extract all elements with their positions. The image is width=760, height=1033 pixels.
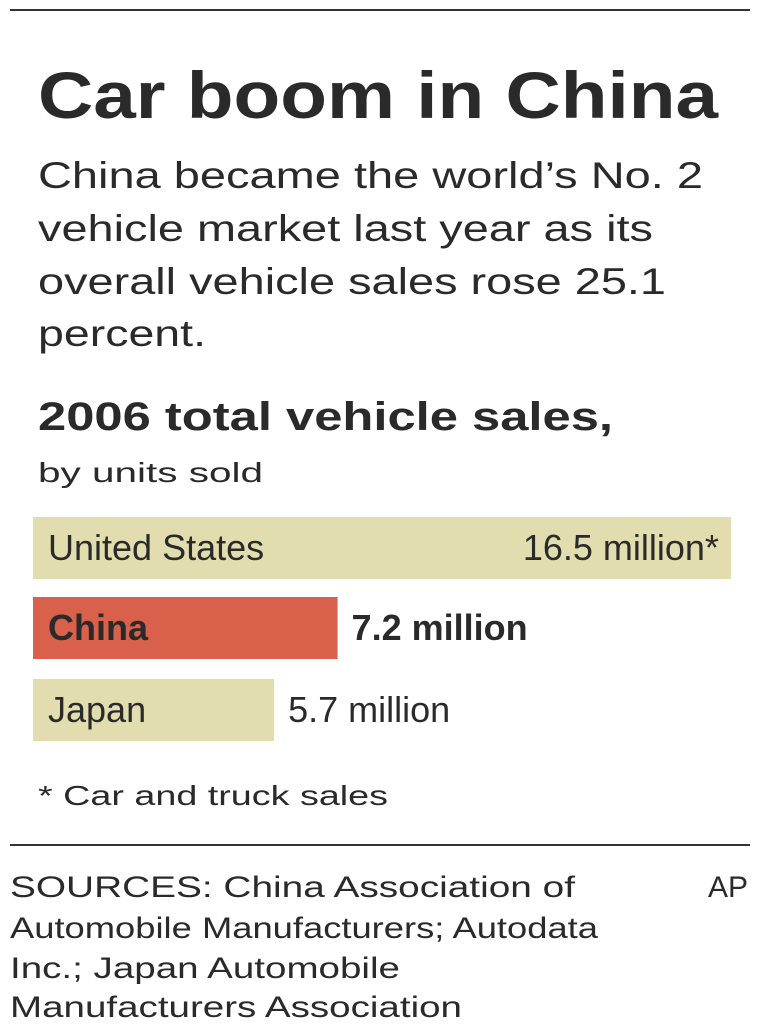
intro-line: overall vehicle sales rose 25.1 (38, 261, 666, 302)
source-line: SOURCES: China Association of (10, 871, 576, 904)
bar-label: Japan (48, 689, 146, 730)
intro-line: China became the world’s No. 2 (38, 155, 703, 196)
credit: AP (708, 871, 748, 904)
source-line: Automobile Manufacturers; Autodata (10, 912, 598, 945)
value-label: 7.2 million (352, 607, 528, 648)
headline: Car boom in China (38, 58, 719, 132)
chart-subtitle: by units sold (38, 457, 263, 488)
source-line: Manufacturers Association (10, 991, 462, 1024)
bar-label: United States (48, 527, 264, 568)
value-label: 16.5 million* (523, 527, 719, 568)
bar (33, 517, 731, 579)
intro-line: vehicle market last year as its (38, 208, 653, 249)
footnote: * Car and truck sales (38, 780, 388, 811)
source-line: Inc.; Japan Automobile (10, 952, 400, 985)
bar (33, 679, 275, 741)
value-label: 5.7 million (288, 689, 450, 730)
bar (33, 597, 338, 659)
chart-title: 2006 total vehicle sales, (38, 395, 613, 439)
intro-line: percent. (38, 313, 206, 354)
bar-label: China (48, 607, 149, 648)
